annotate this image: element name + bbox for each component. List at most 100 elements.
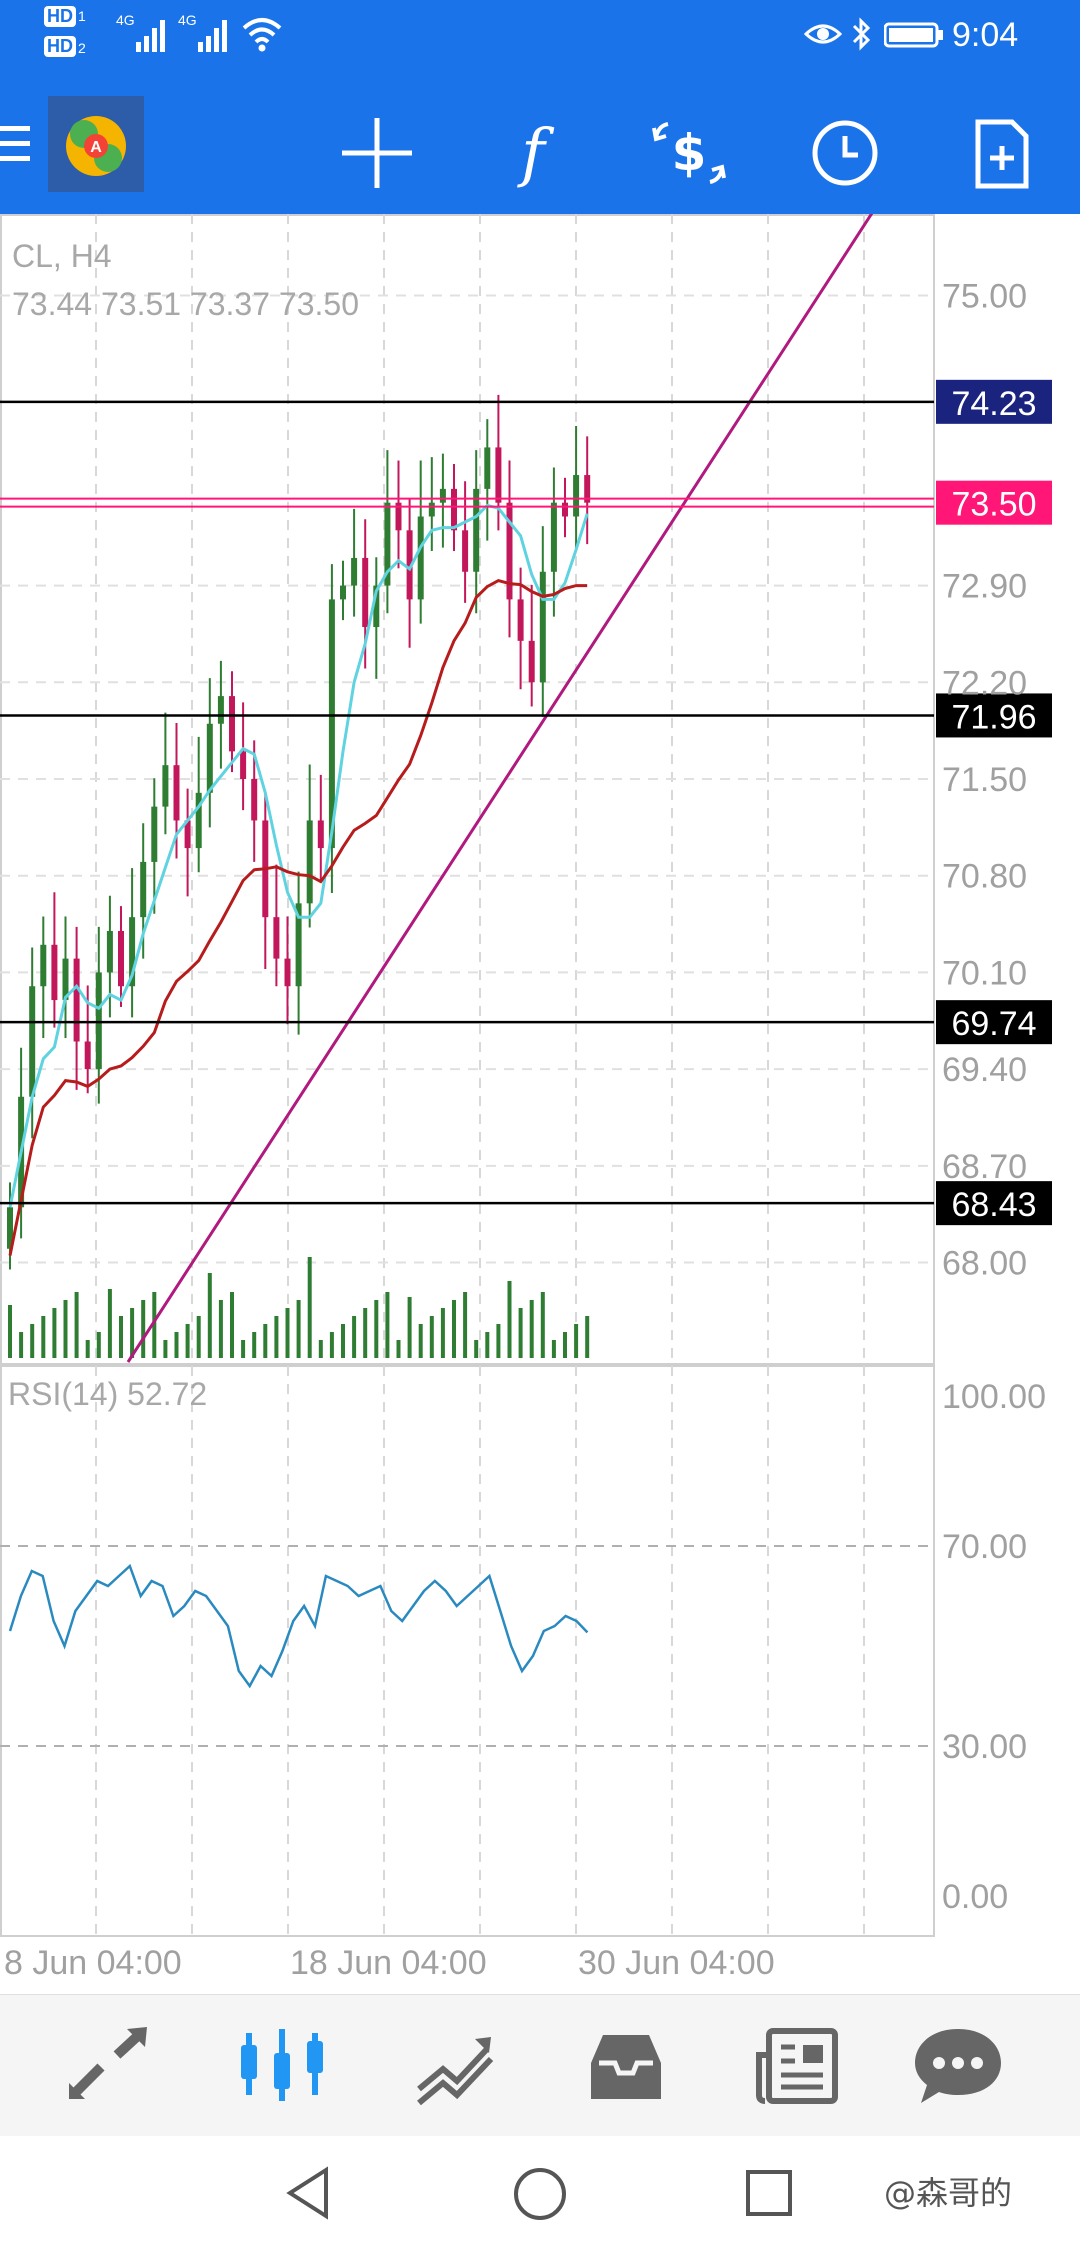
volume-bar xyxy=(585,1316,590,1358)
menu-icon[interactable] xyxy=(0,122,34,166)
candle-body xyxy=(306,820,313,904)
new-document-icon xyxy=(975,119,1029,189)
app-logo-icon: A xyxy=(66,116,126,176)
volume-bar xyxy=(30,1324,35,1358)
candle-body xyxy=(118,930,124,987)
volume-bar xyxy=(174,1332,179,1358)
trade-icon xyxy=(417,2037,494,2106)
back-icon[interactable] xyxy=(282,2166,334,2220)
candle-body xyxy=(495,447,502,503)
candle-body xyxy=(240,751,247,779)
volume-bar xyxy=(574,1324,579,1358)
candle-body xyxy=(550,502,557,572)
current-price-label: 73.50 xyxy=(951,486,1036,524)
time-axis-label: 18 Jun 04:00 xyxy=(290,1944,487,1982)
candle-body xyxy=(484,447,491,489)
sim1-label: HD xyxy=(44,6,76,27)
chart-icon xyxy=(241,2029,323,2101)
level-label: 69.74 xyxy=(951,1005,1036,1043)
top-toolbar: A f $ xyxy=(0,72,1080,214)
volume-bar xyxy=(196,1316,201,1358)
candle-body xyxy=(517,599,524,641)
candle-body xyxy=(229,696,235,752)
candle-body xyxy=(7,1207,13,1249)
new-order-button[interactable] xyxy=(956,108,1046,198)
time-axis-label: 30 Jun 04:00 xyxy=(578,1944,775,1982)
volume-bar xyxy=(507,1281,512,1358)
volume-bar xyxy=(551,1340,556,1358)
candle-body xyxy=(140,861,147,918)
volume-bar xyxy=(107,1289,112,1358)
level-label: 71.96 xyxy=(951,698,1036,736)
rsi-axis-label: 100.00 xyxy=(942,1378,1046,1416)
nav-chart[interactable] xyxy=(227,2015,337,2115)
nav-history[interactable] xyxy=(571,2015,681,2115)
volume-bar xyxy=(130,1308,135,1358)
candle-body xyxy=(51,944,58,1001)
price-axis-label: 72.90 xyxy=(942,568,1027,606)
watermark: @森哥的 xyxy=(884,2174,1013,2212)
indicators-button[interactable]: f xyxy=(488,108,578,198)
price-chart[interactable]: 74.23 71.96 69.74 68.43 73.50 75.00 72.90 72.2… xyxy=(0,214,1080,1994)
trade-button[interactable]: $ xyxy=(644,108,734,198)
bluetooth-icon xyxy=(852,17,871,51)
volume-bar xyxy=(96,1332,101,1358)
candle-body xyxy=(473,488,480,572)
volume-bar xyxy=(529,1300,534,1358)
quotes-icon xyxy=(69,2027,147,2099)
price-axis-label: 71.50 xyxy=(942,761,1027,799)
crosshair-button[interactable] xyxy=(332,108,422,198)
candle-body xyxy=(284,958,291,987)
volume-bar xyxy=(474,1340,479,1358)
volume-bar xyxy=(518,1308,523,1358)
candle-body xyxy=(451,488,457,531)
volume-bar xyxy=(141,1300,146,1358)
price-axis-label: 68.00 xyxy=(942,1245,1027,1283)
volume-bar xyxy=(341,1324,345,1358)
recents-icon[interactable] xyxy=(744,2168,794,2218)
volume-bar xyxy=(185,1324,190,1358)
clock-time: 9:04 xyxy=(952,16,1019,54)
volume-bar xyxy=(329,1332,334,1358)
candle-body xyxy=(539,571,546,683)
sim1-index: 1 xyxy=(78,8,86,24)
bottom-navigation xyxy=(0,1994,1080,2137)
timeframe-button[interactable] xyxy=(800,108,890,198)
volume-bar xyxy=(318,1340,323,1358)
candle-body xyxy=(129,917,136,987)
candle-body xyxy=(151,806,158,862)
rsi-axis-label: 0.00 xyxy=(942,1878,1008,1916)
nav-news[interactable] xyxy=(743,2015,853,2115)
app-logo[interactable]: A xyxy=(48,96,144,192)
clock-icon xyxy=(812,120,878,186)
candle-body xyxy=(406,530,413,600)
candle-body xyxy=(573,475,580,517)
candle-body xyxy=(340,585,346,600)
candle-body xyxy=(195,792,202,849)
trend-line xyxy=(126,214,874,1363)
nav-quotes[interactable] xyxy=(55,2015,165,2115)
crosshair-icon xyxy=(342,118,412,188)
svg-text:A: A xyxy=(90,139,102,156)
volume-bar xyxy=(8,1305,12,1358)
volume-bar xyxy=(218,1300,223,1358)
nav-trade[interactable] xyxy=(399,2015,509,2115)
price-axis-label: 72.20 xyxy=(942,664,1027,702)
home-icon[interactable] xyxy=(512,2166,568,2222)
candle-body xyxy=(40,944,47,987)
wifi-icon xyxy=(242,18,282,52)
candle-body xyxy=(417,516,424,600)
chart-area[interactable]: 74.23 71.96 69.74 68.43 73.50 75.00 72.90 72.2… xyxy=(0,214,1080,1994)
candle-body xyxy=(351,557,358,586)
candle-body xyxy=(317,820,324,849)
volume-bar xyxy=(352,1316,357,1358)
volume-bar xyxy=(52,1308,57,1358)
candle-body xyxy=(184,820,191,849)
volume-bar xyxy=(285,1308,290,1358)
svg-text:f: f xyxy=(517,116,555,190)
battery-icon xyxy=(884,22,943,48)
volume-bar xyxy=(252,1332,257,1358)
news-icon xyxy=(756,2028,838,2104)
volume-bar xyxy=(263,1324,268,1358)
nav-messages[interactable] xyxy=(903,2015,1013,2115)
